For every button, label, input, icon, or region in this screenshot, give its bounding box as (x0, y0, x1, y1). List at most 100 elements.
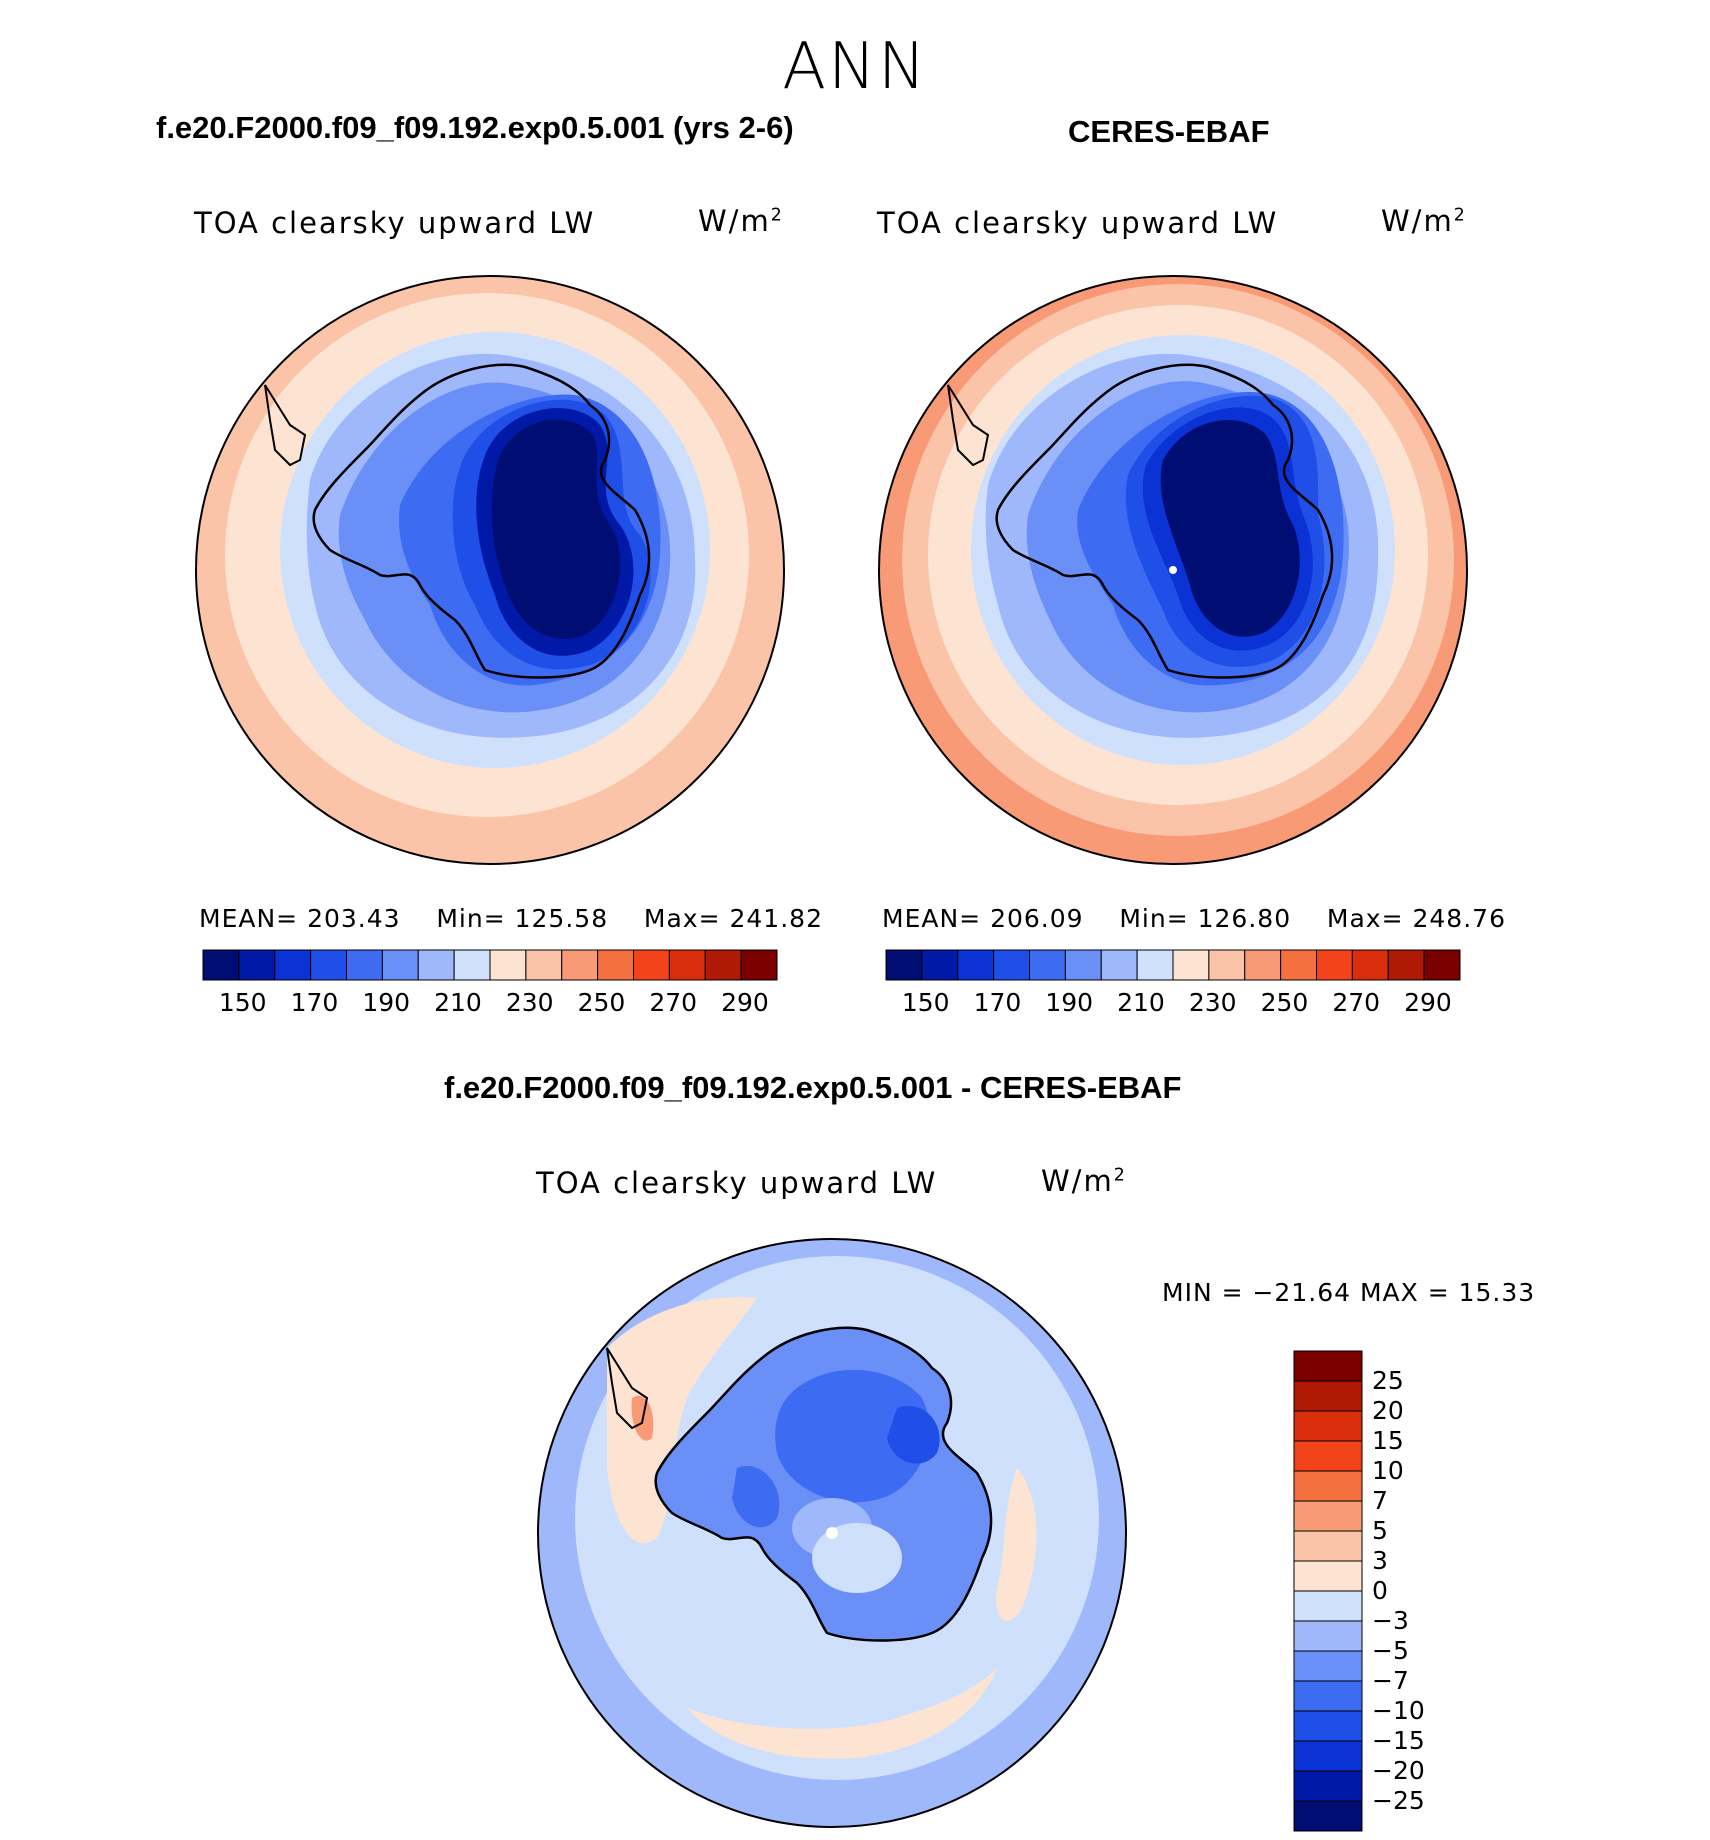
diff-contour-fill (538, 1239, 1126, 1827)
diff-colorbar-tick-label: 25 (1372, 1366, 1404, 1395)
diff-colorbar-tick-label: 3 (1372, 1546, 1388, 1575)
obs-colorbar-tick-label: 230 (1188, 988, 1237, 1017)
diff-variable-label: TOA clearsky upward LW (536, 1166, 938, 1200)
model-colorbar-swatch (417, 949, 455, 981)
diff-colorbar-swatch (1293, 1410, 1363, 1442)
diff-colorbar-swatch (1293, 1740, 1363, 1772)
diff-case-title: f.e20.F2000.f09_f09.192.exp0.5.001 - CER… (444, 1070, 1182, 1105)
obs-colorbar-swatch (1423, 949, 1461, 981)
model-colorbar-swatch (274, 949, 312, 981)
diff-colorbar-swatch (1293, 1650, 1363, 1682)
obs-colorbar-swatch (1351, 949, 1389, 981)
diff-colorbar-swatch (1293, 1770, 1363, 1802)
model-colorbar-swatch (525, 949, 563, 981)
diff-colorbar-ticks: 25 20 15 10 7 5 3 0 −3 −5 −7 −10 −15 −20 −25 (1372, 1351, 1442, 1831)
season-title: ANN (782, 30, 928, 104)
diff-units-label: W/m2 (1041, 1164, 1127, 1198)
model-colorbar-swatch (740, 949, 778, 981)
obs-colorbar-swatch (1100, 949, 1138, 981)
obs-map-border (878, 275, 1468, 865)
diff-colorbar-tick-label: 0 (1372, 1576, 1388, 1605)
diff-colorbar-tick-label: 7 (1372, 1486, 1388, 1515)
diff-colorbar-tick-label: 15 (1372, 1426, 1404, 1455)
model-colorbar-tick-label: 170 (290, 988, 339, 1017)
obs-case-title: CERES-EBAF (1068, 114, 1270, 149)
obs-colorbar-tick-label: 210 (1117, 988, 1165, 1017)
diff-colorbar-tick-label: 10 (1372, 1456, 1404, 1485)
diff-colorbar-tick-label: 20 (1372, 1396, 1404, 1425)
model-colorbar-swatch (704, 949, 742, 981)
model-colorbar-swatch (238, 949, 276, 981)
diff-colorbar-tick-label: 5 (1372, 1516, 1388, 1545)
model-colorbar-swatch (597, 949, 634, 981)
obs-units-label: W/m2 (1381, 204, 1467, 238)
obs-colorbar-swatch (1208, 949, 1246, 981)
model-colorbar-swatch (561, 949, 599, 981)
model-colorbar-swatch (633, 949, 670, 981)
diff-colorbar-swatch (1293, 1680, 1363, 1712)
diff-colorbar-tick-label: −25 (1372, 1786, 1425, 1815)
obs-colorbar-swatch (885, 949, 923, 981)
model-units-label: W/m2 (698, 204, 784, 238)
model-peninsula-coast (264, 384, 307, 467)
model-stats: MEAN= 203.43 Min= 125.58 Max= 241.82 (199, 904, 823, 933)
obs-coastline (995, 363, 1334, 679)
diff-colorbar-swatch (1293, 1620, 1363, 1652)
model-case-title: f.e20.F2000.f09_f09.192.exp0.5.001 (yrs … (156, 110, 794, 145)
model-colorbar-tick-label: 290 (721, 988, 769, 1017)
model-variable-label: TOA clearsky upward LW (194, 206, 596, 240)
model-colorbar-swatch (346, 949, 383, 981)
diff-coastline (654, 1326, 993, 1642)
obs-colorbar-swatch (993, 949, 1030, 981)
model-colorbar (202, 949, 778, 981)
obs-colorbar (885, 949, 1461, 981)
model-colorbar-swatch (453, 949, 491, 981)
obs-colorbar-swatch (1136, 949, 1174, 981)
diff-colorbar-swatch (1293, 1710, 1363, 1742)
model-colorbar-tick-label: 250 (577, 988, 626, 1017)
diff-colorbar-swatch (1293, 1560, 1363, 1592)
diff-colorbar-tick-label: −15 (1372, 1726, 1425, 1755)
obs-colorbar-tick-label: 190 (1045, 988, 1094, 1017)
diff-minmax: MIN = −21.64 MAX = 15.33 (1162, 1278, 1536, 1307)
obs-peninsula-coast (947, 384, 990, 467)
obs-colorbar-tick-label: 270 (1332, 988, 1381, 1017)
obs-colorbar-swatch (1172, 949, 1210, 981)
diff-peninsula-coast (606, 1347, 649, 1430)
obs-colorbar-tick-label: 150 (901, 988, 950, 1017)
model-coastline (312, 363, 651, 679)
diff-colorbar-swatch (1293, 1350, 1363, 1382)
obs-colorbar-swatch (1064, 949, 1102, 981)
obs-colorbar-swatch (1280, 949, 1317, 981)
diff-colorbar-swatch (1293, 1470, 1363, 1502)
obs-colorbar-swatch (1029, 949, 1066, 981)
obs-colorbar-swatch (1244, 949, 1282, 981)
diff-colorbar-swatch (1293, 1530, 1363, 1562)
obs-colorbar-ticks: 150 170 190 210 230 250 270 290 (886, 988, 1460, 1020)
obs-colorbar-swatch (957, 949, 995, 981)
obs-colorbar-tick-label: 250 (1260, 988, 1309, 1017)
diff-colorbar-tick-label: −7 (1372, 1666, 1409, 1695)
diff-colorbar-tick-label: −3 (1372, 1606, 1409, 1635)
diff-colorbar-swatch (1293, 1440, 1363, 1472)
diff-colorbar-tick-label: −5 (1372, 1636, 1409, 1665)
obs-colorbar-tick-label: 290 (1404, 988, 1452, 1017)
diff-colorbar (1293, 1350, 1363, 1832)
model-colorbar-swatch (381, 949, 419, 981)
obs-stats: MEAN= 206.09 Min= 126.80 Max= 248.76 (882, 904, 1506, 933)
diff-colorbar-swatch (1293, 1380, 1363, 1412)
model-colorbar-ticks: 150 170 190 210 230 250 270 290 (203, 988, 777, 1020)
model-colorbar-swatch (489, 949, 527, 981)
diff-colorbar-tick-label: −20 (1372, 1756, 1425, 1785)
diff-colorbar-swatch (1293, 1590, 1363, 1622)
model-colorbar-tick-label: 270 (649, 988, 698, 1017)
model-map-border (195, 275, 785, 865)
model-colorbar-tick-label: 150 (218, 988, 267, 1017)
diff-map-border (537, 1238, 1127, 1828)
model-polar-map (195, 275, 785, 865)
obs-variable-label: TOA clearsky upward LW (877, 206, 1279, 240)
obs-contour-fill (879, 276, 1467, 864)
diff-colorbar-swatch (1293, 1500, 1363, 1532)
model-colorbar-swatch (668, 949, 706, 981)
diff-colorbar-swatch (1293, 1800, 1363, 1832)
